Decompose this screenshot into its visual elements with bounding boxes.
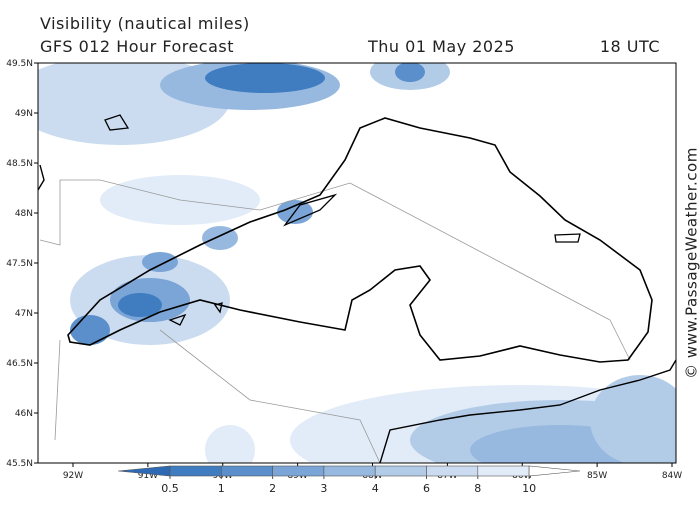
title: Visibility (nautical miles) [40, 14, 250, 33]
colorbar-label: 1 [218, 482, 225, 495]
colorbar-segment [221, 465, 273, 477]
colorbar-label: 2 [269, 482, 276, 495]
subtitle: GFS 012 Hour Forecast [40, 37, 234, 56]
time: 18 UTC [600, 37, 660, 56]
lon-label: 84W [662, 471, 682, 481]
lat-label: 48N [15, 209, 33, 219]
lat-label: 47.5N [6, 259, 33, 269]
map-field [38, 63, 676, 463]
colorbar-segment [169, 465, 222, 477]
colorbar-label: 3 [320, 482, 327, 495]
colorbar-label: 0.5 [161, 482, 179, 495]
colorbar-segment [426, 465, 479, 477]
lon-label: 92W [63, 471, 83, 481]
lat-label: 49.5N [6, 59, 33, 69]
lat-label: 46.5N [6, 359, 33, 369]
lat-label: 48.5N [6, 159, 33, 169]
lon-label: 91W [138, 471, 158, 481]
lat-label: 49N [15, 109, 33, 119]
lon-label: 85W [587, 471, 607, 481]
lat-label: 47N [15, 309, 33, 319]
colorbar-segment [528, 465, 581, 477]
colorbar-label: 6 [423, 482, 430, 495]
colorbar-label: 8 [474, 482, 481, 495]
credit: © www.PassageWeather.com [683, 147, 700, 379]
colorbar-segment [477, 465, 530, 477]
date: Thu 01 May 2025 [367, 37, 515, 56]
colorbar-label: 4 [372, 482, 379, 495]
colorbar-label: 10 [522, 482, 536, 495]
colorbar-segment [272, 465, 325, 477]
colorbar-segment [323, 465, 376, 477]
lat-label: 46N [15, 409, 33, 419]
colorbar: 0.5 1 2 3 4 6 8 10 [117, 465, 581, 495]
colorbar-segment [374, 465, 427, 477]
lat-label: 45.5N [6, 459, 33, 469]
